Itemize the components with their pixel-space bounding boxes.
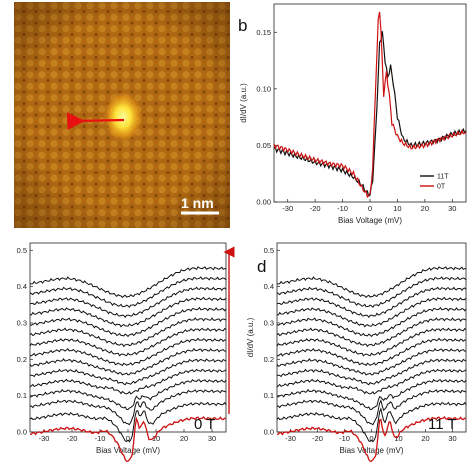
panel-b-chart: -30 -20 -10 0 10 20 30 0.00 0.05 0.10 0.15 Bias Vol…: [239, 3, 467, 225]
x-axis-label: Bias Voltage (mV): [338, 216, 402, 225]
y-tick-label: 0.1: [264, 391, 274, 400]
x-tick-label: 30: [448, 434, 456, 443]
y-tick-label: 0.5: [264, 246, 274, 255]
spectrum-line-13: [276, 276, 467, 308]
spectrum-line-4: [29, 368, 227, 395]
x-tick-label: -30: [39, 434, 50, 443]
x-tick-label: 10: [152, 434, 160, 443]
y-tick-label: 0.5: [17, 246, 27, 255]
spectrum-line-0: [276, 416, 467, 462]
y-tick-label: 0.1: [17, 391, 27, 400]
panel-a-topography: 1 nm: [14, 2, 230, 228]
spectrum-line-5: [276, 358, 467, 386]
x-tick-label: 10: [394, 434, 402, 443]
spectrum-line-12: [29, 286, 227, 319]
y-tick-label: 0.4: [17, 282, 27, 291]
y-tick-label: 0.15: [256, 28, 271, 37]
spectrum-line-14: [30, 266, 227, 299]
field-label-0T: 0 T: [194, 416, 215, 433]
y-tick-label: 0.10: [256, 84, 271, 93]
y-tick-label: 0.05: [256, 141, 271, 150]
y-axis-label: dI/dV (a.u.): [246, 317, 255, 357]
panel-d-chart: -30 -20 -10 0 10 20 30 0.0 0.1 0.2 0.3 0.4 0.5 Bias V…: [246, 242, 467, 462]
spectrum-line-2: [276, 389, 467, 426]
x-tick-label: -30: [285, 434, 296, 443]
spectrum-line-3: [29, 378, 227, 411]
y-tick-label: 0.2: [264, 355, 274, 364]
y-tick-label: 0.0: [17, 428, 27, 437]
x-axis-label: Bias Voltage (mV): [96, 446, 160, 455]
y-tick-label: 0.00: [256, 198, 271, 207]
legend-label-0T: 0T: [437, 184, 446, 191]
spectrum-line-11: [277, 296, 467, 328]
series-line-0T: [273, 11, 467, 199]
spectrum-line-8: [29, 327, 227, 357]
x-tick-label: -20: [310, 204, 321, 213]
y-tick-label: 0.3: [17, 318, 27, 327]
spectrum-line-6: [29, 347, 227, 376]
y-axis-label: dI/dV (a.u.): [239, 83, 248, 123]
spectrum-line-7: [276, 337, 467, 367]
spectrum-line-0: [29, 416, 227, 462]
spectrum-line-3: [276, 378, 467, 411]
x-tick-label: -10: [95, 434, 106, 443]
legend-label-11T: 11T: [437, 174, 449, 181]
x-tick-label: 10: [393, 204, 401, 213]
spectrum-line-14: [277, 266, 467, 299]
panel-label-b: b: [238, 16, 247, 35]
defect-bright-spot: [103, 91, 143, 143]
x-tick-label: 30: [448, 204, 456, 213]
x-tick-label: -10: [339, 434, 350, 443]
x-tick-label: 20: [180, 434, 188, 443]
x-tick-label: 20: [421, 434, 429, 443]
x-tick-label: -20: [312, 434, 323, 443]
spectrum-line-1: [276, 401, 467, 443]
spectrum-line-10: [29, 306, 227, 338]
spectrum-line-5: [29, 358, 227, 386]
x-tick-label: 20: [421, 204, 429, 213]
series-line-11T: [273, 31, 467, 197]
x-axis-label: Bias Voltage (mV): [339, 446, 403, 455]
y-tick-label: 0.0: [264, 428, 274, 437]
spectrum-line-6: [276, 347, 467, 376]
spectrum-line-9: [276, 317, 467, 348]
panel-label-d: d: [257, 257, 266, 276]
spectrum-line-13: [29, 276, 227, 308]
x-tick-label: -30: [282, 204, 293, 213]
scale-bar-label: 1 nm: [181, 195, 214, 211]
spectrum-line-9: [29, 317, 227, 348]
direction-arrow: [67, 112, 125, 130]
spectrum-line-8: [276, 327, 467, 357]
plot-frame: [273, 3, 467, 203]
panel-c-chart: -30 -20 -10 0 10 20 30 0.0 0.1 0.2 0.3 0.4 0.5 Bias V…: [17, 242, 227, 462]
y-tick-label: 0.4: [264, 282, 274, 291]
spectrum-line-12: [276, 286, 467, 319]
x-tick-label: 0: [368, 204, 372, 213]
field-label-11T: 11 T: [428, 416, 457, 433]
spectrum-line-11: [30, 296, 227, 328]
x-tick-label: 0: [369, 434, 373, 443]
x-tick-label: -10: [337, 204, 348, 213]
spectrum-line-1: [29, 401, 227, 443]
x-tick-label: 30: [208, 434, 216, 443]
y-tick-label: 0.2: [17, 355, 27, 364]
spectrum-line-10: [276, 306, 467, 338]
spectrum-line-2: [29, 389, 227, 426]
x-tick-label: -20: [67, 434, 78, 443]
x-tick-label: 0: [126, 434, 130, 443]
spectrum-line-4: [276, 368, 467, 395]
y-tick-label: 0.3: [264, 318, 274, 327]
spectrum-line-7: [29, 337, 227, 367]
